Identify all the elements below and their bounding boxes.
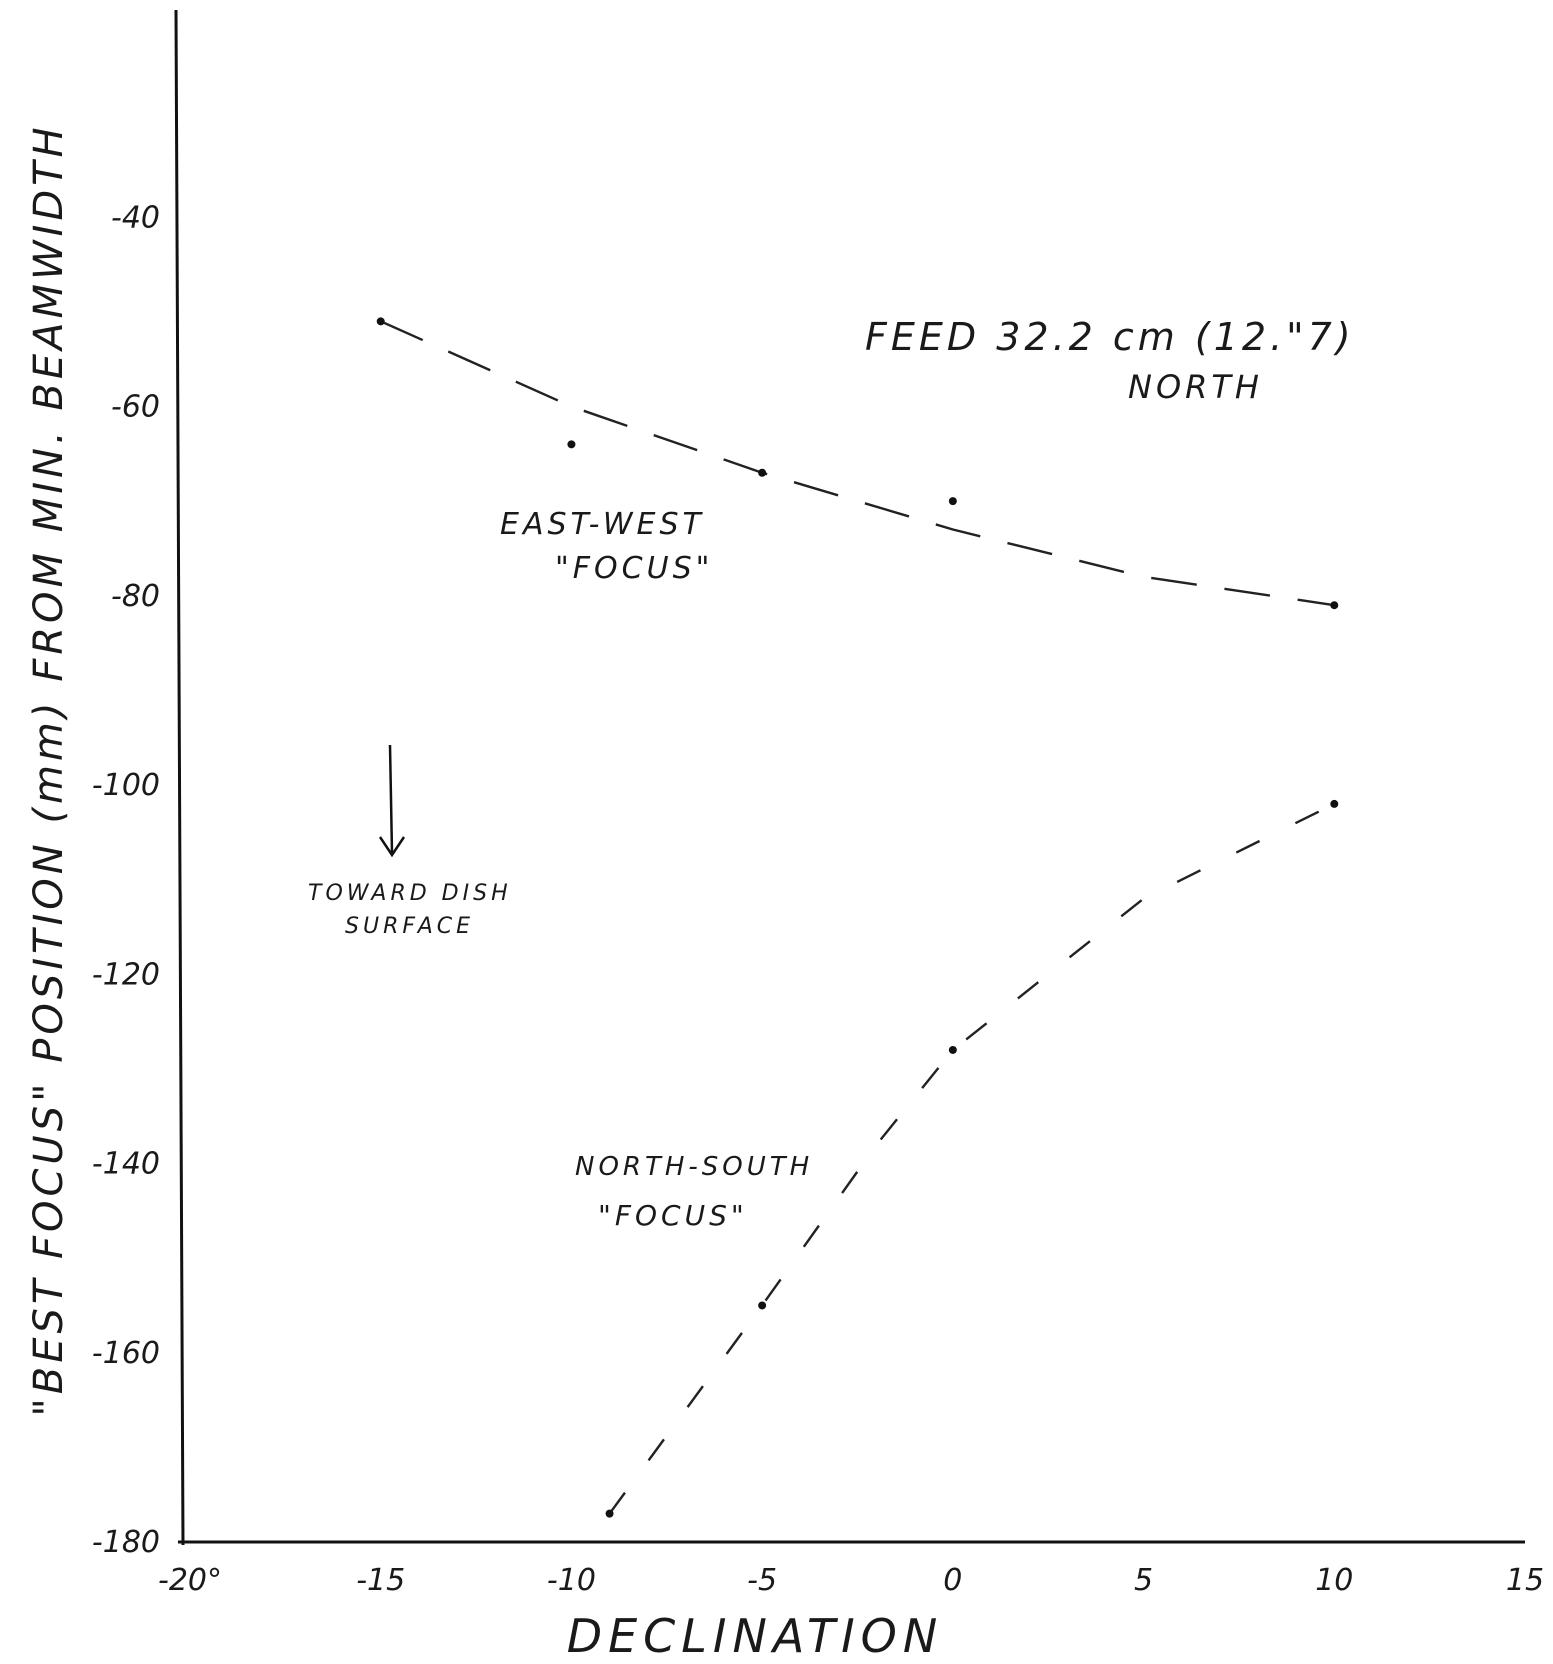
x-tick-label: 15 — [1506, 1563, 1544, 1598]
data-point — [567, 440, 576, 449]
annotation-title-line1: FEED 32.2 cm (12."7) — [865, 315, 1355, 359]
arrow-shaft — [388, 744, 394, 854]
y-axis-label: "BEST FOCUS" POSITION (mm) FROM MIN. BEA… — [26, 123, 72, 1416]
y-tick-label: -140 — [92, 1147, 160, 1182]
x-tick-label: 0 — [943, 1563, 962, 1598]
arrow-head-icon — [378, 836, 406, 858]
toward-dish-arrow — [378, 744, 406, 858]
x-tick-label: -10 — [547, 1563, 596, 1598]
annotation-title-line2: NORTH — [1128, 368, 1263, 406]
legend-label-east-west-line1: EAST-WEST — [500, 507, 705, 542]
annotation-arrow-line1: TOWARD DISH — [308, 881, 512, 906]
y-axis — [174, 9, 185, 1546]
x-axis-label: DECLINATION — [567, 1609, 944, 1663]
legend-label-north-south-line2: "FOCUS" — [598, 1199, 748, 1232]
series-line-0 — [380, 320, 1335, 607]
y-tick-label: -160 — [92, 1336, 160, 1371]
axes — [174, 9, 1525, 1546]
series-line-1 — [608, 802, 1335, 1515]
data-point — [1330, 799, 1339, 808]
data-point — [948, 497, 957, 506]
y-tick-label: -120 — [92, 957, 160, 992]
series-lines — [380, 320, 1335, 1515]
y-tick-label: -180 — [92, 1525, 160, 1560]
legend-label-east-west-line2: "FOCUS" — [555, 551, 713, 586]
data-point — [758, 1301, 767, 1310]
series-points — [376, 317, 1339, 1518]
annotation-arrow-line2: SURFACE — [345, 914, 474, 939]
x-tick-label: -15 — [356, 1563, 405, 1598]
y-tick-label: -40 — [111, 200, 160, 235]
tick-labels: -20° -15 -10 -5 0 5 10 15 -40 -60 -80 -100 -120 -140 -… — [92, 200, 1544, 1598]
y-tick-label: -80 — [111, 579, 160, 614]
data-point — [758, 468, 767, 477]
data-point — [376, 317, 385, 326]
data-point — [605, 1509, 614, 1518]
y-tick-label: -60 — [111, 390, 160, 425]
x-tick-label: -20° — [158, 1563, 222, 1598]
x-tick-label: -5 — [747, 1563, 777, 1598]
data-point — [948, 1045, 957, 1054]
data-point — [1330, 601, 1339, 610]
y-tick-label: -100 — [92, 768, 160, 803]
x-tick-label: 10 — [1315, 1563, 1353, 1598]
legend-label-north-south-line1: NORTH-SOUTH — [575, 1152, 813, 1182]
x-tick-label: 5 — [1134, 1563, 1153, 1598]
